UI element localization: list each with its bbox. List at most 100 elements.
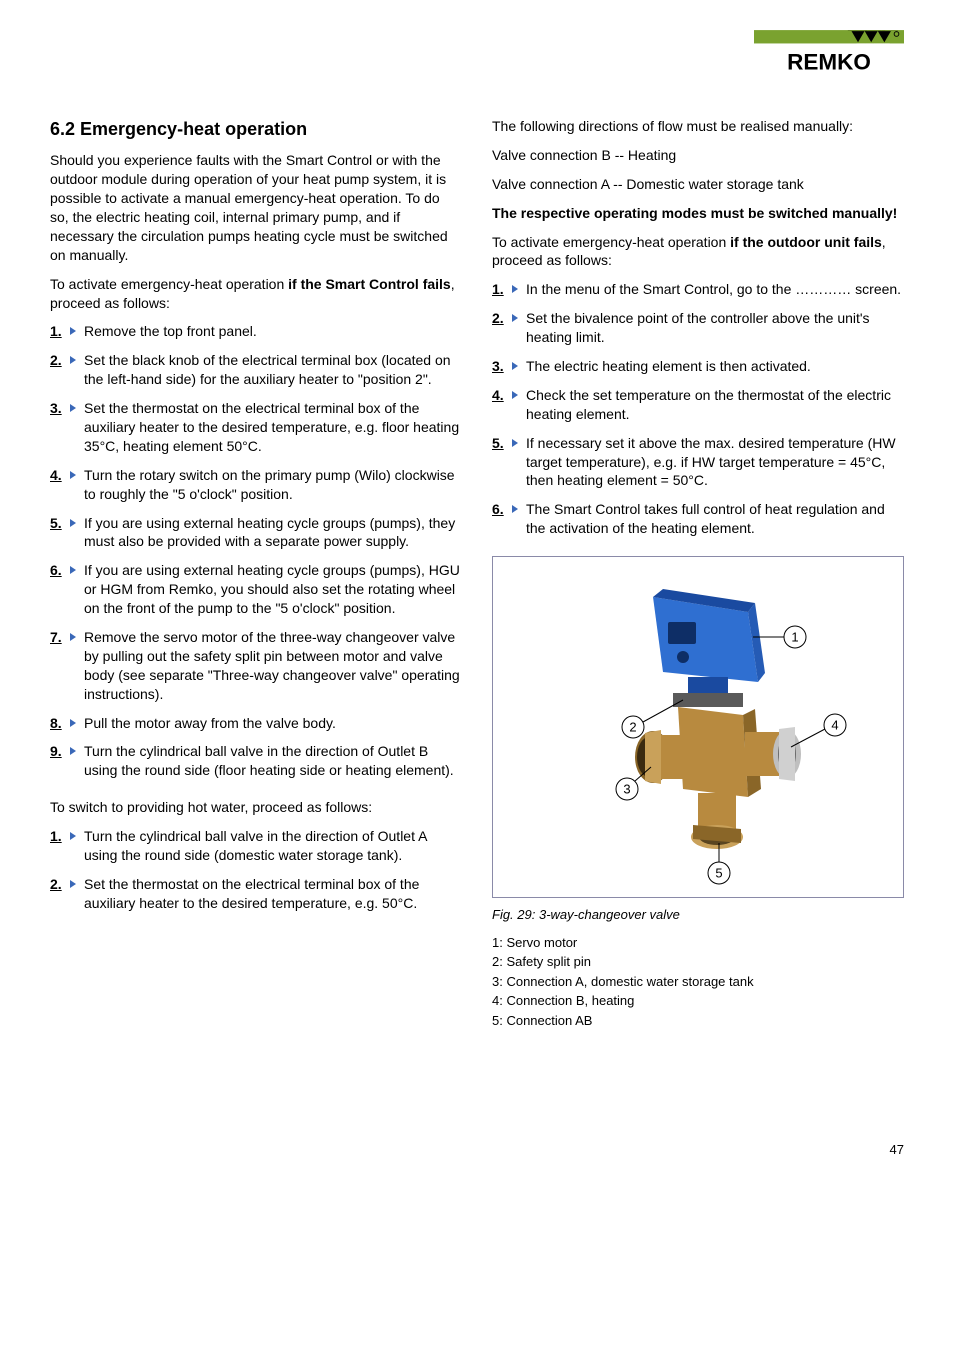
svg-text:1: 1 xyxy=(791,630,798,645)
legend-line: 5: Connection AB xyxy=(492,1012,904,1030)
step-item: 2.Set the bivalence point of the control… xyxy=(492,309,904,347)
step-text: Set the bivalence point of the controlle… xyxy=(526,309,904,347)
step-text: If you are using external heating cycle … xyxy=(84,514,462,552)
step-number: 8. xyxy=(50,714,84,733)
step-number: 4. xyxy=(50,466,84,485)
steps-outdoor: 1.In the menu of the Smart Control, go t… xyxy=(492,280,904,538)
step-item: 1.In the menu of the Smart Control, go t… xyxy=(492,280,904,299)
step-item: 2.Set the black knob of the electrical t… xyxy=(50,351,462,389)
step-arrow-icon xyxy=(70,747,76,755)
brand-logo: REMKO xyxy=(754,30,904,82)
legend-line: 3: Connection A, domestic water storage … xyxy=(492,973,904,991)
figure-legend: 1: Servo motor2: Safety split pin 3: Conn… xyxy=(492,934,904,1030)
left-column: 6.2 Emergency-heat operation Should you … xyxy=(50,117,462,1031)
step-item: 5.If necessary set it above the max. des… xyxy=(492,434,904,491)
step-number: 6. xyxy=(492,500,526,519)
svg-text:2: 2 xyxy=(629,720,636,735)
step-arrow-icon xyxy=(70,633,76,641)
step-arrow-icon xyxy=(512,285,518,293)
figure-caption: Fig. 29: 3-way-changeover valve xyxy=(492,906,904,924)
step-arrow-icon xyxy=(70,880,76,888)
step-item: 1.Remove the top front panel. xyxy=(50,322,462,341)
step-arrow-icon xyxy=(70,519,76,527)
step-number: 9. xyxy=(50,742,84,761)
step-text: If you are using external heating cycle … xyxy=(84,561,462,618)
step-number: 5. xyxy=(50,514,84,533)
page-header: REMKO xyxy=(50,30,904,82)
intro-paragraph: Should you experience faults with the Sm… xyxy=(50,151,462,264)
step-arrow-icon xyxy=(512,314,518,322)
step-number: 1. xyxy=(50,322,84,341)
step-item: 5.If you are using external heating cycl… xyxy=(50,514,462,552)
flow-b: Valve connection B -- Heating xyxy=(492,146,904,165)
step-arrow-icon xyxy=(70,832,76,840)
step-item: 3.Set the thermostat on the electrical t… xyxy=(50,399,462,456)
page-number: 47 xyxy=(50,1141,904,1159)
step-text: In the menu of the Smart Control, go to … xyxy=(526,280,904,299)
step-item: 6.The Smart Control takes full control o… xyxy=(492,500,904,538)
section-heading: 6.2 Emergency-heat operation xyxy=(50,117,462,141)
flow-lead: The following directions of flow must be… xyxy=(492,117,904,136)
step-text: Set the black knob of the electrical ter… xyxy=(84,351,462,389)
steps-smart-control: 1.Remove the top front panel.2.Set the b… xyxy=(50,322,462,780)
step-number: 5. xyxy=(492,434,526,453)
step-item: 7.Remove the servo motor of the three-wa… xyxy=(50,628,462,704)
step-text: Check the set temperature on the thermos… xyxy=(526,386,904,424)
legend-line: 4: Connection B, heating xyxy=(492,992,904,1010)
step-item: 4.Check the set temperature on the therm… xyxy=(492,386,904,424)
legend-line: 1: Servo motor xyxy=(492,934,904,952)
step-text: Set the thermostat on the electrical ter… xyxy=(84,875,462,913)
step-number: 3. xyxy=(50,399,84,418)
step-number: 6. xyxy=(50,561,84,580)
step-arrow-icon xyxy=(70,471,76,479)
valve-figure: 1 2 3 4 5 xyxy=(533,567,863,887)
svg-text:3: 3 xyxy=(623,782,630,797)
step-item: 1.Turn the cylindrical ball valve in the… xyxy=(50,827,462,865)
step-number: 2. xyxy=(50,351,84,370)
figure-29-box: 1 2 3 4 5 xyxy=(492,556,904,898)
step-arrow-icon xyxy=(512,439,518,447)
step-arrow-icon xyxy=(512,391,518,399)
step-number: 1. xyxy=(50,827,84,846)
step-arrow-icon xyxy=(70,719,76,727)
step-text: The Smart Control takes full control of … xyxy=(526,500,904,538)
step-item: 2.Set the thermostat on the electrical t… xyxy=(50,875,462,913)
step-text: Turn the rotary switch on the primary pu… xyxy=(84,466,462,504)
logo-text: REMKO xyxy=(787,50,871,75)
step-number: 1. xyxy=(492,280,526,299)
step-text: Turn the cylindrical ball valve in the d… xyxy=(84,827,462,865)
step-item: 3.The electric heating element is then a… xyxy=(492,357,904,376)
step-arrow-icon xyxy=(70,356,76,364)
steps-hotwater: 1.Turn the cylindrical ball valve in the… xyxy=(50,827,462,913)
step-item: 4.Turn the rotary switch on the primary … xyxy=(50,466,462,504)
step-number: 7. xyxy=(50,628,84,647)
step-arrow-icon xyxy=(70,404,76,412)
step-item: 8.Pull the motor away from the valve bod… xyxy=(50,714,462,733)
step-arrow-icon xyxy=(70,327,76,335)
servo-motor-shape xyxy=(653,589,765,682)
step-text: If necessary set it above the max. desir… xyxy=(526,434,904,491)
step-arrow-icon xyxy=(512,362,518,370)
step-arrow-icon xyxy=(70,566,76,574)
flow-a: Valve connection A -- Domestic water sto… xyxy=(492,175,904,194)
outdoor-lead: To activate emergency-heat operation if … xyxy=(492,233,904,271)
modes-bold: The respective operating modes must be s… xyxy=(492,204,904,223)
step-text: Remove the top front panel. xyxy=(84,322,462,341)
legend-line: 2: Safety split pin xyxy=(492,953,904,971)
step-text: The electric heating element is then act… xyxy=(526,357,904,376)
step-number: 3. xyxy=(492,357,526,376)
svg-text:5: 5 xyxy=(715,866,722,881)
step-number: 4. xyxy=(492,386,526,405)
step-item: 9.Turn the cylindrical ball valve in the… xyxy=(50,742,462,780)
step-arrow-icon xyxy=(512,505,518,513)
step-text: Turn the cylindrical ball valve in the d… xyxy=(84,742,462,780)
step-text: Remove the servo motor of the three-way … xyxy=(84,628,462,704)
valve-body-shape xyxy=(635,707,801,849)
step-number: 2. xyxy=(50,875,84,894)
step-item: 6.If you are using external heating cycl… xyxy=(50,561,462,618)
right-column: The following directions of flow must be… xyxy=(492,117,904,1031)
hotwater-lead: To switch to providing hot water, procee… xyxy=(50,798,462,817)
step-number: 2. xyxy=(492,309,526,328)
svg-text:4: 4 xyxy=(831,718,838,733)
step-text: Set the thermostat on the electrical ter… xyxy=(84,399,462,456)
